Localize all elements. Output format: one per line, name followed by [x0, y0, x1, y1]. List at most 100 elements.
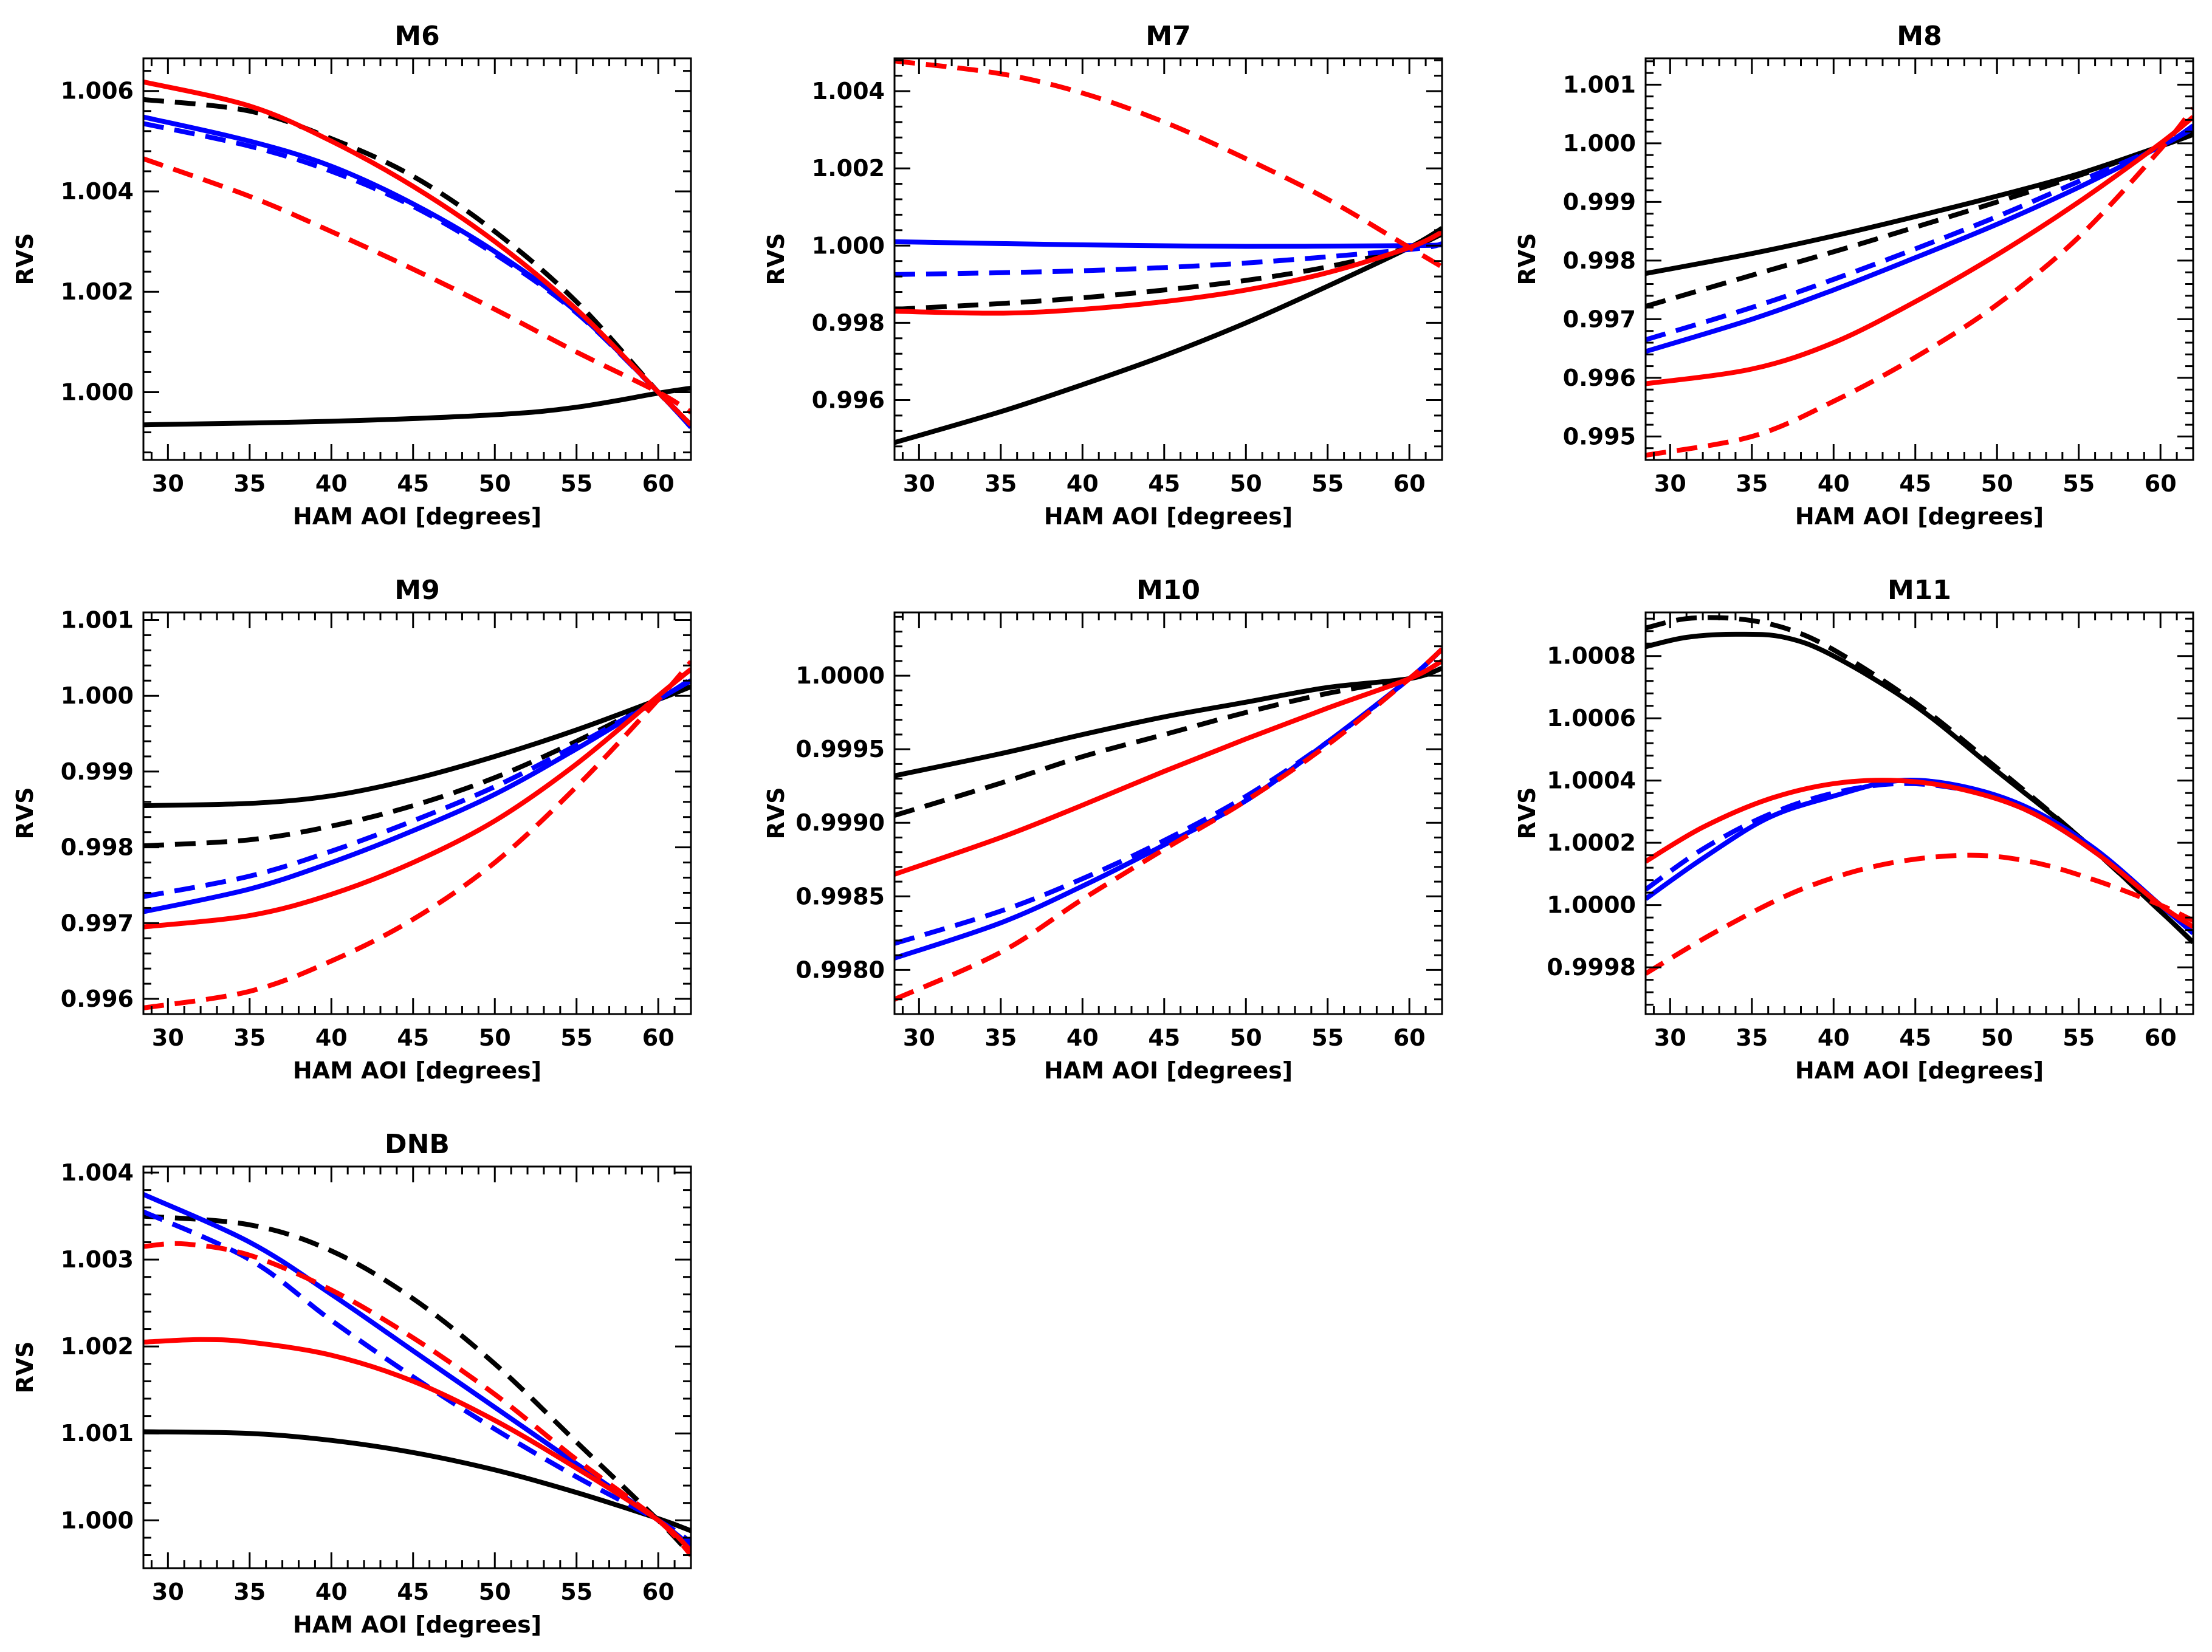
x-tick-label: 50	[479, 1024, 511, 1051]
plot-frame	[893, 611, 1443, 1015]
x-tick-label: 40	[315, 470, 348, 497]
series-red-solid	[1646, 778, 2193, 929]
series-black-dashed	[1646, 129, 2193, 309]
series-red-dashed	[143, 1241, 691, 1557]
x-tick-label: 45	[397, 1024, 429, 1051]
y-tick-label: 0.9998	[1547, 954, 1636, 981]
x-axis-label: HAM AOI [degrees]	[1044, 1057, 1293, 1084]
x-tick-label: 55	[560, 470, 592, 497]
y-tick-label: 1.004	[61, 1159, 134, 1186]
y-tick-label: 0.998	[812, 309, 885, 336]
x-axis-label: HAM AOI [degrees]	[1795, 503, 2044, 530]
series-black-dashed	[143, 1213, 691, 1557]
panel-title: M6	[394, 21, 439, 52]
x-tick-label: 35	[233, 470, 266, 497]
x-tick-label: 35	[1736, 1024, 1768, 1051]
series-group	[1646, 106, 2193, 458]
series-group	[895, 58, 1442, 445]
y-tick-label: 1.001	[1563, 71, 1636, 98]
y-tick-label: 0.996	[812, 386, 885, 413]
plot-frame	[142, 611, 692, 1015]
y-axis-label: RVS	[763, 233, 789, 285]
x-tick-label: 30	[1654, 470, 1686, 497]
series-red-dashed	[1646, 852, 2193, 976]
panel-title: M10	[1136, 575, 1200, 606]
y-tick-label: 1.0006	[1547, 705, 1636, 732]
series-blue-dashed	[143, 121, 691, 427]
series-group	[143, 660, 691, 1010]
panel-m6: M6 30 35 40 45 50 55 60 1.000 1.002 1.004 1.006 HAM …	[12, 21, 692, 530]
y-axis-label: RVS	[12, 233, 38, 285]
x-tick-label: 35	[233, 1024, 266, 1051]
series-red-dashed	[1646, 106, 2193, 458]
x-tick-label: 30	[152, 1024, 184, 1051]
x-tick-label: 40	[315, 1024, 348, 1051]
y-tick-label: 0.9985	[795, 883, 885, 910]
series-red-solid	[143, 1337, 691, 1553]
series-black-solid	[143, 1429, 691, 1534]
x-tick-label: 35	[233, 1578, 266, 1605]
series-group	[143, 1192, 691, 1557]
y-tick-label: 0.995	[1563, 423, 1636, 450]
x-tick-label: 45	[1899, 1024, 1931, 1051]
series-red-dashed	[895, 58, 1442, 269]
y-tick-label: 1.006	[61, 78, 134, 105]
x-tick-label: 50	[1981, 1024, 2013, 1051]
x-tick-label: 40	[1818, 470, 1850, 497]
y-tick-label: 1.0000	[795, 662, 885, 689]
y-tick-label: 1.003	[61, 1246, 134, 1273]
y-tick-label: 0.996	[61, 985, 134, 1012]
y-axis-label: RVS	[1514, 787, 1540, 839]
series-black-solid	[1646, 631, 2193, 945]
y-tick-label: 0.997	[1563, 306, 1636, 332]
y-axis-label: RVS	[12, 1341, 38, 1393]
y-tick-label: 0.9980	[795, 956, 885, 983]
x-tick-label: 55	[1311, 1024, 1344, 1051]
y-tick-label: 1.000	[61, 1507, 134, 1534]
series-red-dashed	[895, 647, 1442, 1002]
x-tick-label: 60	[642, 1578, 675, 1605]
plot-frame	[142, 57, 692, 461]
y-tick-label: 0.996	[1563, 365, 1636, 391]
series-red-solid	[1646, 115, 2193, 386]
x-tick-label: 60	[1393, 470, 1426, 497]
series-blue-dashed	[143, 677, 691, 899]
x-tick-label: 30	[152, 1578, 184, 1605]
y-tick-label: 0.999	[1563, 188, 1636, 215]
series-black-solid	[143, 684, 691, 808]
series-group	[1646, 615, 2193, 976]
x-tick-label: 45	[397, 1578, 429, 1605]
series-blue-solid	[143, 678, 691, 914]
x-tick-label: 30	[903, 470, 935, 497]
x-tick-label: 45	[1148, 1024, 1180, 1051]
y-tick-label: 1.0002	[1547, 829, 1636, 856]
x-tick-label: 60	[1393, 1024, 1426, 1051]
series-black-solid	[895, 226, 1442, 445]
x-tick-label: 35	[984, 1024, 1017, 1051]
panel-title: M11	[1887, 575, 1951, 606]
x-tick-label: 30	[152, 470, 184, 497]
x-tick-label: 45	[1148, 470, 1180, 497]
y-tick-label: 0.9995	[795, 736, 885, 763]
plot-frame	[893, 57, 1443, 461]
x-tick-label: 30	[1654, 1024, 1686, 1051]
x-tick-label: 30	[903, 1024, 935, 1051]
x-tick-label: 45	[1899, 470, 1931, 497]
series-black-dashed	[143, 97, 691, 427]
series-blue-dashed	[143, 1209, 691, 1544]
y-axis-label: RVS	[763, 787, 789, 839]
x-axis-label: HAM AOI [degrees]	[293, 503, 541, 530]
y-tick-label: 1.000	[61, 682, 134, 709]
y-tick-label: 1.002	[812, 155, 885, 182]
y-tick-label: 0.9990	[795, 809, 885, 836]
panel-m7: M7 30 35 40 45 50 55 60 0.996 0.998 1.000 1.002 1.00…	[763, 21, 1443, 530]
x-tick-label: 50	[479, 470, 511, 497]
x-tick-label: 60	[2145, 1024, 2177, 1051]
x-tick-label: 55	[560, 1024, 592, 1051]
x-axis-label: HAM AOI [degrees]	[1044, 503, 1293, 530]
y-axis-label: RVS	[12, 787, 38, 839]
x-tick-label: 40	[1066, 470, 1099, 497]
series-red-solid	[895, 659, 1442, 877]
x-tick-label: 60	[642, 1024, 675, 1051]
